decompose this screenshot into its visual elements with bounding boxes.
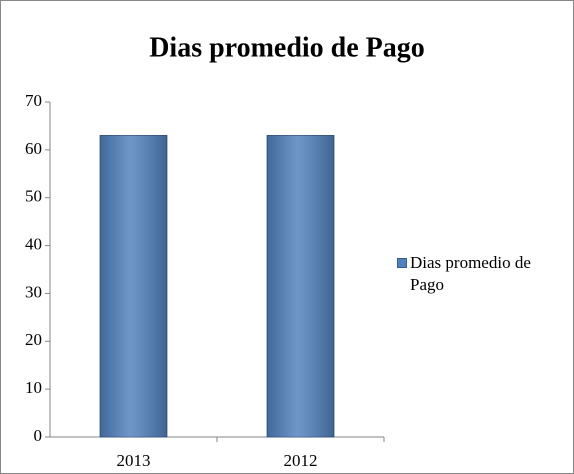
y-tick-label: 30 [25, 282, 42, 301]
bar-sheen [267, 135, 334, 437]
y-tick-label: 20 [25, 330, 42, 349]
y-tick-label: 0 [34, 426, 43, 445]
chart-title: Dias promedio de Pago [149, 32, 425, 63]
y-tick-label: 50 [25, 187, 42, 206]
x-tick-label: 2012 [284, 451, 318, 470]
y-tick-label: 40 [25, 234, 42, 253]
y-tick-label: 60 [25, 139, 42, 158]
y-tick-label: 10 [25, 378, 42, 397]
bar-sheen [100, 135, 167, 437]
legend-swatch [397, 258, 407, 268]
legend-label: Dias promedio de Pago [410, 253, 531, 294]
y-tick-label: 70 [25, 91, 42, 110]
legend: Dias promedio de Pago [397, 252, 567, 296]
x-tick-label: 2013 [117, 451, 151, 470]
